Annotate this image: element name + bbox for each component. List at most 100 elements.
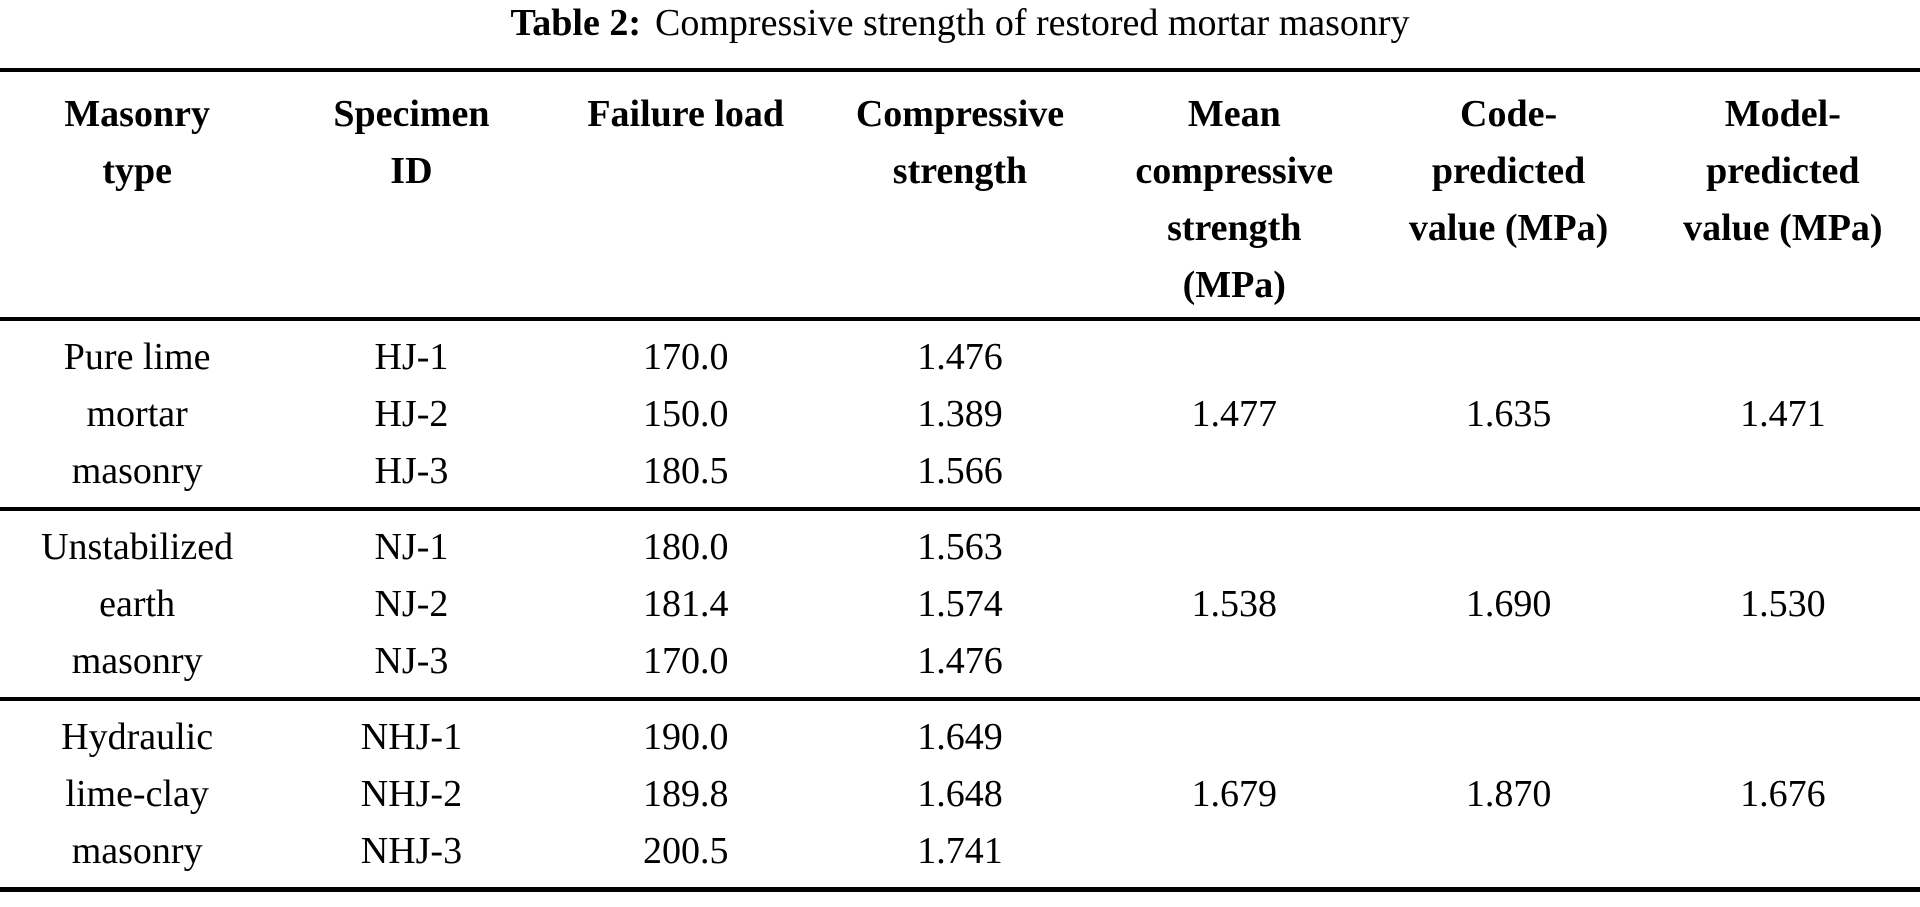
- cell-specimen-id: NHJ-2: [360, 773, 463, 815]
- cell-mean-compressive-strength: [1097, 709, 1371, 766]
- table-group-hydraulic-lime-clay-masonry: Hydraulic NHJ-1 190.0 1.649 lime-clay NH…: [0, 697, 1920, 887]
- table-row: Pure lime HJ-1 170.0 1.476: [0, 329, 1920, 386]
- table-header-row: Masonry type Specimen ID Failure load Co…: [0, 72, 1920, 317]
- cell-failure-load: 181.4: [642, 583, 729, 625]
- cell-code-predicted-value: 1.635: [1465, 393, 1552, 435]
- cell-code-predicted-value: [1371, 519, 1645, 576]
- table-row: mortar HJ-2 150.0 1.389 1.477 1.635 1.47…: [0, 386, 1920, 443]
- table-group-unstabilized-earth-masonry: Unstabilized NJ-1 180.0 1.563 earth NJ-2…: [0, 507, 1920, 697]
- header-line: Model-: [1724, 93, 1841, 135]
- cell-failure-load: 189.8: [642, 773, 729, 815]
- table-row: masonry HJ-3 180.5 1.566: [0, 443, 1920, 500]
- table-row: lime-clay NHJ-2 189.8 1.648 1.679 1.870 …: [0, 766, 1920, 823]
- header-line: compressive: [1135, 150, 1334, 192]
- cell-failure-load: 180.0: [642, 526, 729, 568]
- cell-mean-compressive-strength: [1097, 443, 1371, 500]
- cell-mean-compressive-strength: 1.679: [1191, 773, 1278, 815]
- cell-specimen-id: NJ-3: [374, 640, 449, 682]
- cell-model-predicted-value: [1646, 443, 1920, 500]
- cell-failure-load: 190.0: [642, 716, 729, 758]
- cell-masonry-type: Hydraulic: [61, 716, 214, 758]
- cell-compressive-strength: 1.389: [917, 393, 1003, 435]
- table-caption: Table 2: Compressive strength of restore…: [0, 0, 1920, 68]
- cell-mean-compressive-strength: [1097, 329, 1371, 386]
- column-header-failure-load: Failure load: [549, 86, 823, 314]
- cell-model-predicted-value: [1646, 519, 1920, 576]
- table-row: masonry NJ-3 170.0 1.476: [0, 633, 1920, 690]
- header-line: Code-: [1460, 93, 1558, 135]
- cell-specimen-id: HJ-3: [374, 450, 449, 492]
- header-line: predicted: [1706, 150, 1860, 192]
- header-line: type: [102, 150, 172, 192]
- cell-specimen-id: NJ-1: [374, 526, 449, 568]
- column-header-mean-compressive-strength: Mean compressive strength (MPa): [1097, 86, 1371, 314]
- cell-compressive-strength: 1.648: [917, 773, 1003, 815]
- cell-masonry-type: earth: [99, 583, 176, 625]
- column-header-masonry-type: Masonry type: [0, 86, 274, 314]
- table-row: Hydraulic NHJ-1 190.0 1.649: [0, 709, 1920, 766]
- cell-failure-load: 200.5: [642, 830, 729, 872]
- column-header-model-predicted-value: Model- predicted value (MPa): [1646, 86, 1920, 314]
- header-line: strength: [1167, 207, 1302, 249]
- cell-compressive-strength: 1.476: [917, 640, 1003, 682]
- cell-masonry-type: masonry: [71, 830, 203, 872]
- cell-failure-load: 170.0: [642, 336, 729, 378]
- cell-failure-load: 180.5: [642, 450, 729, 492]
- column-header-compressive-strength: Compressive strength: [823, 86, 1097, 314]
- cell-code-predicted-value: 1.690: [1465, 583, 1552, 625]
- header-line: Failure load: [587, 93, 785, 135]
- cell-code-predicted-value: [1371, 709, 1645, 766]
- table-caption-text: Compressive strength of restored mortar …: [655, 2, 1410, 44]
- column-header-code-predicted-value: Code- predicted value (MPa): [1371, 86, 1645, 314]
- cell-specimen-id: HJ-2: [374, 393, 449, 435]
- cell-compressive-strength: 1.574: [917, 583, 1003, 625]
- cell-model-predicted-value: 1.676: [1740, 773, 1826, 815]
- cell-mean-compressive-strength: 1.538: [1191, 583, 1278, 625]
- cell-model-predicted-value: 1.530: [1740, 583, 1826, 625]
- cell-compressive-strength: 1.566: [917, 450, 1003, 492]
- cell-mean-compressive-strength: [1097, 519, 1371, 576]
- cell-masonry-type: Unstabilized: [41, 526, 234, 568]
- header-line: value (MPa): [1408, 207, 1609, 249]
- header-line: value (MPa): [1683, 207, 1883, 249]
- cell-code-predicted-value: 1.870: [1465, 773, 1552, 815]
- cell-masonry-type: Pure lime: [63, 336, 211, 378]
- header-line: Specimen: [333, 93, 490, 135]
- cell-masonry-type: masonry: [71, 640, 203, 682]
- header-line: Masonry: [64, 93, 210, 135]
- cell-model-predicted-value: [1646, 709, 1920, 766]
- header-line: predicted: [1431, 150, 1586, 192]
- cell-compressive-strength: 1.476: [917, 336, 1003, 378]
- cell-masonry-type: mortar: [86, 393, 188, 435]
- cell-specimen-id: NHJ-3: [360, 830, 463, 872]
- cell-mean-compressive-strength: [1097, 823, 1371, 880]
- table-row: earth NJ-2 181.4 1.574 1.538 1.690 1.530: [0, 576, 1920, 633]
- cell-compressive-strength: 1.563: [917, 526, 1003, 568]
- table-group-pure-lime-mortar-masonry: Pure lime HJ-1 170.0 1.476 mortar HJ-2 1…: [0, 317, 1920, 507]
- header-line: Compressive: [855, 93, 1065, 135]
- header-line: Mean: [1187, 93, 1281, 135]
- cell-mean-compressive-strength: [1097, 633, 1371, 690]
- cell-failure-load: 150.0: [642, 393, 729, 435]
- cell-masonry-type: masonry: [71, 450, 203, 492]
- cell-mean-compressive-strength: 1.477: [1191, 393, 1278, 435]
- cell-compressive-strength: 1.741: [917, 830, 1003, 872]
- table-row: Unstabilized NJ-1 180.0 1.563: [0, 519, 1920, 576]
- cell-masonry-type: lime-clay: [65, 773, 209, 815]
- cell-model-predicted-value: [1646, 823, 1920, 880]
- cell-model-predicted-value: [1646, 633, 1920, 690]
- cell-code-predicted-value: [1371, 823, 1645, 880]
- cell-specimen-id: NJ-2: [374, 583, 449, 625]
- cell-specimen-id: NHJ-1: [360, 716, 463, 758]
- cell-model-predicted-value: 1.471: [1740, 393, 1826, 435]
- cell-failure-load: 170.0: [642, 640, 729, 682]
- table-row: masonry NHJ-3 200.5 1.741: [0, 823, 1920, 880]
- cell-code-predicted-value: [1371, 633, 1645, 690]
- cell-code-predicted-value: [1371, 443, 1645, 500]
- cell-specimen-id: HJ-1: [374, 336, 449, 378]
- data-table: Masonry type Specimen ID Failure load Co…: [0, 68, 1920, 892]
- header-line: strength: [892, 150, 1028, 192]
- header-line: (MPa): [1182, 264, 1286, 306]
- cell-model-predicted-value: [1646, 329, 1920, 386]
